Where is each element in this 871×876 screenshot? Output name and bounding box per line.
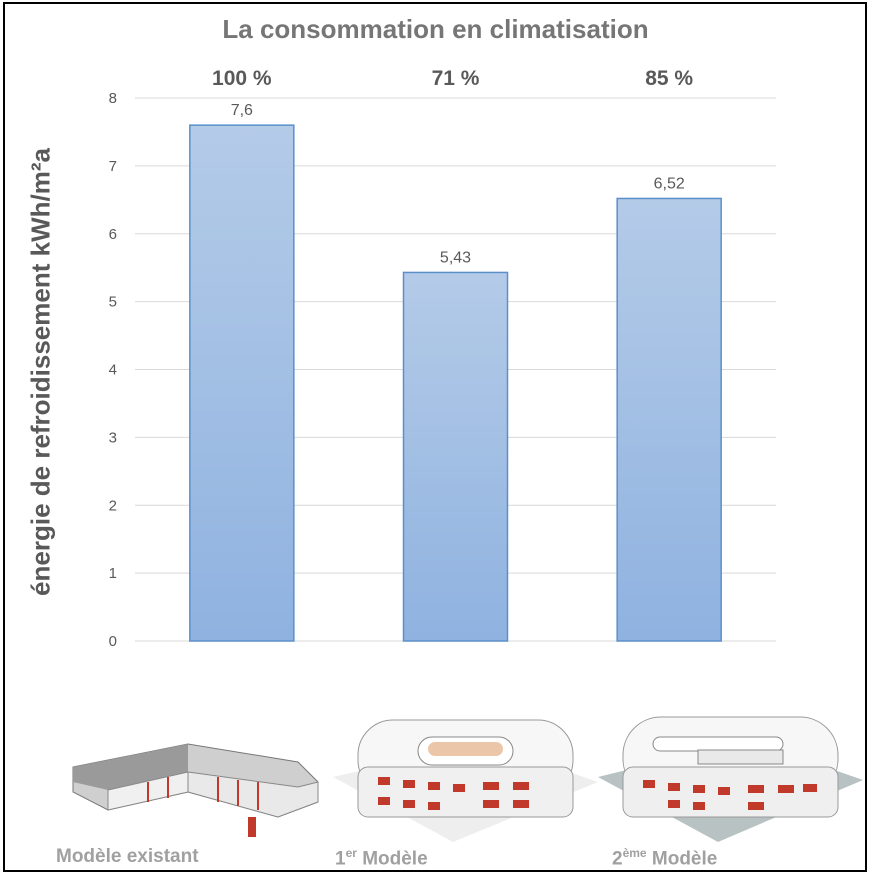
y-tick-label: 8 xyxy=(109,90,117,107)
percent-label: 71 % xyxy=(432,67,480,90)
existing-building-image xyxy=(72,743,319,837)
caption-first-number: 1 xyxy=(335,848,346,870)
caption-first-superscript: er xyxy=(345,846,357,860)
y-tick-label: 1 xyxy=(109,565,117,582)
bar xyxy=(616,197,722,642)
y-tick-label: 7 xyxy=(109,158,117,175)
caption-first-model: 1er Modèle xyxy=(335,846,428,870)
y-tick-label: 3 xyxy=(109,429,117,446)
y-tick-label: 0 xyxy=(109,633,117,650)
y-tick-label: 6 xyxy=(109,226,117,243)
data-label: 6,52 xyxy=(654,175,685,192)
percent-label: 85 % xyxy=(645,67,693,90)
caption-second-word: Modèle xyxy=(646,848,718,870)
chart-title: La consommation en climatisation xyxy=(222,14,649,44)
y-tick-label: 4 xyxy=(109,362,117,379)
caption-second-model: 2ème Modèle xyxy=(612,846,717,870)
bar xyxy=(402,271,509,642)
caption-existing-model: Modèle existant xyxy=(56,846,199,867)
bar xyxy=(189,124,295,642)
y-tick-label: 5 xyxy=(109,294,117,311)
second-model-building-image xyxy=(598,716,863,842)
caption-second-superscript: ème xyxy=(622,846,647,860)
caption-first-word: Modèle xyxy=(356,848,428,870)
data-label: 5,43 xyxy=(440,249,471,266)
caption-second-number: 2 xyxy=(612,848,623,870)
data-label: 7,6 xyxy=(231,102,253,119)
chart-frame xyxy=(3,2,867,872)
first-model-building-image xyxy=(333,719,598,842)
y-tick-label: 2 xyxy=(109,497,117,514)
percent-label: 100 % xyxy=(212,67,272,90)
